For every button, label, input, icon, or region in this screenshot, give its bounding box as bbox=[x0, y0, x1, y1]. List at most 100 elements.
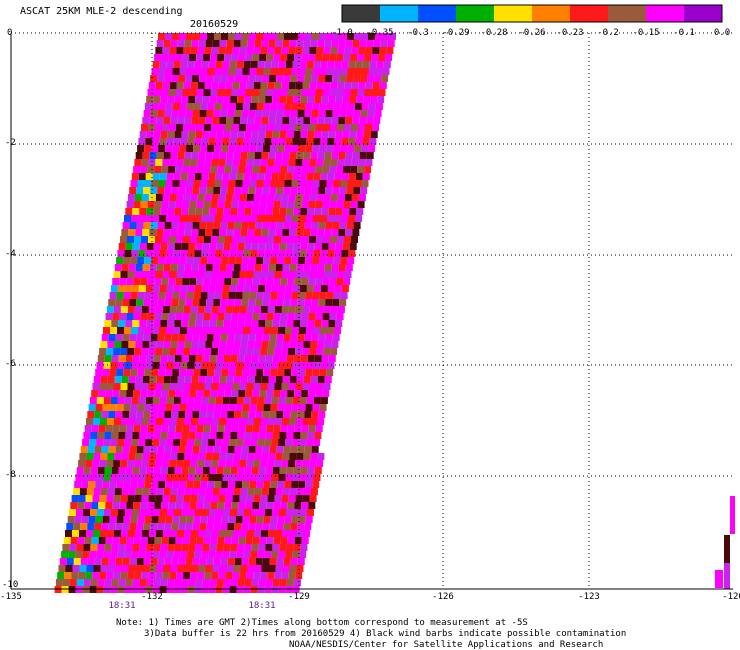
swath-cell bbox=[107, 341, 115, 348]
swath-cell bbox=[218, 271, 226, 278]
swath-cell bbox=[125, 544, 133, 551]
swath-cell bbox=[172, 180, 180, 187]
swath-cell bbox=[55, 579, 63, 586]
swath-cell bbox=[73, 523, 81, 530]
swath-cell bbox=[133, 313, 141, 320]
swath-cell bbox=[260, 124, 267, 131]
swath-cell bbox=[181, 544, 189, 551]
swath-cell bbox=[170, 341, 178, 348]
swath-cell bbox=[246, 460, 254, 467]
swath-cell bbox=[210, 89, 218, 96]
swath-cell bbox=[113, 460, 121, 467]
swath-cell bbox=[133, 166, 141, 173]
swath-cell bbox=[291, 68, 299, 75]
swath-cell bbox=[171, 523, 179, 530]
swath-cell bbox=[303, 152, 311, 159]
swath-cell bbox=[210, 502, 218, 509]
swath-cell bbox=[374, 75, 382, 82]
swath-cell bbox=[354, 103, 362, 110]
swath-cell bbox=[156, 229, 164, 236]
swath-cell bbox=[136, 334, 144, 341]
swath-cell bbox=[171, 334, 179, 341]
swath-cell bbox=[151, 180, 159, 187]
swath-cell bbox=[304, 75, 312, 82]
swath-cell bbox=[274, 572, 282, 579]
swath-cell bbox=[150, 110, 158, 117]
swath-cell bbox=[220, 75, 228, 82]
swath-cell bbox=[301, 278, 309, 285]
swath-cell bbox=[308, 390, 316, 397]
swath-cell bbox=[233, 453, 241, 460]
swath-cell bbox=[281, 47, 289, 54]
swath-cell bbox=[138, 173, 146, 180]
swath-cell bbox=[143, 446, 151, 453]
swath-cell bbox=[209, 243, 217, 250]
swath-cell bbox=[278, 362, 286, 369]
swath-cell bbox=[57, 572, 65, 579]
swath-cell bbox=[309, 47, 317, 54]
swath-cell bbox=[211, 495, 219, 502]
swath-cell bbox=[172, 33, 179, 40]
swath-cell bbox=[119, 313, 127, 320]
swath-cell bbox=[294, 54, 302, 61]
swath-cell bbox=[289, 376, 297, 383]
swath-cell bbox=[281, 194, 289, 201]
swath-cell bbox=[291, 481, 299, 488]
swath-cell bbox=[253, 124, 260, 131]
swath-cell bbox=[130, 404, 138, 411]
swath-cell bbox=[124, 250, 132, 257]
swath-cell bbox=[209, 432, 217, 439]
y-label-m2: -2 bbox=[5, 138, 16, 148]
swath-cell bbox=[301, 166, 309, 173]
swath-cell bbox=[98, 502, 106, 509]
swath-cell bbox=[254, 376, 262, 383]
swath-cell bbox=[139, 579, 147, 586]
swath-cell bbox=[222, 138, 230, 145]
swath-cell bbox=[93, 453, 101, 460]
swath-cell bbox=[134, 271, 142, 278]
swath-cell bbox=[305, 292, 313, 299]
swath-cell bbox=[183, 82, 191, 89]
swath-cell bbox=[223, 208, 231, 215]
swath-cell bbox=[106, 460, 114, 467]
swath-cell bbox=[337, 236, 344, 243]
swath-cell bbox=[211, 47, 219, 54]
swath-cell bbox=[136, 299, 144, 306]
swath-cell bbox=[198, 565, 206, 572]
swath-cell bbox=[262, 187, 270, 194]
swath-cell bbox=[288, 124, 295, 131]
swath-cell bbox=[122, 523, 130, 530]
swath-cell bbox=[306, 327, 313, 334]
swath-cell bbox=[248, 334, 256, 341]
swath-cell bbox=[195, 432, 203, 439]
swath-cell bbox=[199, 523, 207, 530]
swath-cell bbox=[82, 551, 90, 558]
swath-cell bbox=[305, 404, 313, 411]
swath-cell bbox=[192, 110, 200, 117]
swath-cell bbox=[171, 299, 179, 306]
swath-cell bbox=[365, 124, 372, 131]
swath-cell bbox=[137, 516, 145, 523]
swath-cell bbox=[168, 502, 176, 509]
swath-cell bbox=[110, 551, 118, 558]
swath-cell bbox=[338, 152, 346, 159]
swath-cell bbox=[225, 348, 233, 355]
swath-cell bbox=[220, 334, 228, 341]
swath-cell bbox=[248, 446, 256, 453]
swath-cell bbox=[268, 530, 275, 537]
swath-cell bbox=[257, 173, 265, 180]
swath-cell bbox=[251, 509, 258, 516]
swath-cell bbox=[95, 516, 103, 523]
swath-cell bbox=[120, 348, 128, 355]
swath-cell bbox=[270, 404, 278, 411]
swath-cell bbox=[239, 124, 246, 131]
swath-cell bbox=[229, 215, 236, 222]
swath-cell bbox=[168, 313, 176, 320]
swath-cell bbox=[323, 348, 331, 355]
swath-cell bbox=[173, 61, 181, 68]
swath-cell bbox=[312, 404, 320, 411]
swath-cell bbox=[331, 152, 339, 159]
swath-cell bbox=[250, 327, 257, 334]
swath-cell bbox=[189, 502, 197, 509]
legend-tick-label: 0.0 bbox=[713, 28, 731, 38]
